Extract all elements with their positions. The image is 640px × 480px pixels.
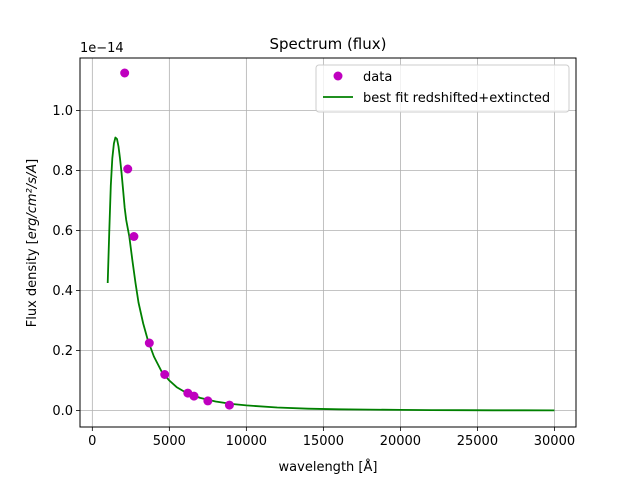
- legend-label-data: data: [363, 70, 392, 85]
- x-tick-label: 15000: [303, 434, 344, 449]
- y-tick-label: 0.6: [52, 224, 73, 239]
- y-tick-label: 1.0: [52, 104, 73, 119]
- plot-frame: [79, 57, 577, 428]
- y-tick-label: 0.8: [52, 164, 73, 179]
- legend-marker-data: [333, 71, 343, 81]
- y-axis-label-prefix: Flux density [: [25, 239, 40, 327]
- x-tick-label: 10000: [226, 434, 267, 449]
- data-point: [224, 400, 234, 410]
- x-tick-label: 0: [88, 434, 96, 449]
- y-tick-label: 0.0: [52, 404, 73, 419]
- fit-line: [106, 136, 555, 412]
- y-axis-label-units: erg/cm²/s/A: [25, 164, 40, 239]
- x-axis-label: wavelength [Å]: [279, 459, 378, 475]
- legend: data best fit redshifted+extincted: [315, 64, 570, 113]
- y-axis-label: Flux density [erg/cm²/s/A]: [25, 159, 40, 328]
- grid: [80, 58, 576, 427]
- y-axis-label-suffix: ]: [25, 159, 40, 164]
- y-offset-label: 1e−14: [80, 41, 124, 56]
- data-point: [189, 391, 199, 401]
- ticks: 0 5000 10000 15000 20000 25000 30000 0.0 0.2 0.4 0…: [52, 104, 575, 449]
- legend-box: [315, 64, 570, 113]
- x-tick-label: 25000: [457, 434, 498, 449]
- x-tick-label: 30000: [534, 434, 575, 449]
- x-tick-label: 5000: [153, 434, 186, 449]
- data-point: [160, 370, 170, 379]
- data-point: [120, 68, 130, 78]
- chart-title: Spectrum (flux): [270, 35, 387, 53]
- data-point: [123, 164, 133, 174]
- x-tick-label: 20000: [380, 434, 421, 449]
- data-point: [129, 232, 139, 241]
- y-tick-label: 0.4: [52, 284, 73, 299]
- y-tick-label: 0.2: [52, 344, 73, 359]
- legend-label-fit: best fit redshifted+extincted: [363, 91, 550, 106]
- plot-area-background: [80, 58, 576, 427]
- data-point: [203, 396, 213, 406]
- plot-data: [106, 68, 555, 412]
- data-point: [144, 338, 154, 348]
